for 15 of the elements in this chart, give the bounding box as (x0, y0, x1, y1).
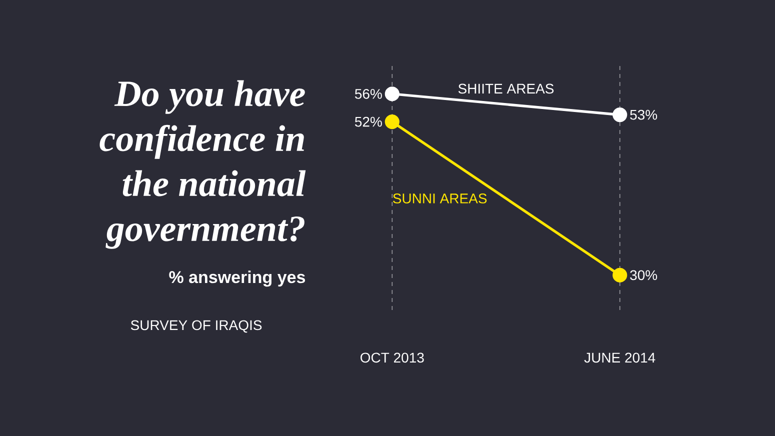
point (384, 86, 400, 102)
data-label: 52% (354, 116, 382, 127)
text: % answering yes (169, 270, 306, 287)
text: Do you have confidence in the national government? (100, 80, 306, 249)
text: SURVEY OF IRAQIS (130, 320, 262, 333)
data-label: 53% (630, 110, 658, 120)
series-label: SHIITE AREAS (458, 84, 554, 94)
data-label: 56% (354, 88, 382, 99)
data-label: 30% (630, 270, 658, 280)
x-tick-label: JUNE 2014 (584, 352, 656, 363)
series-label: SUNNI AREAS (393, 194, 487, 204)
point (384, 114, 400, 130)
point (612, 268, 628, 282)
point (612, 108, 628, 122)
x-tick-label: OCT 2013 (360, 352, 424, 363)
